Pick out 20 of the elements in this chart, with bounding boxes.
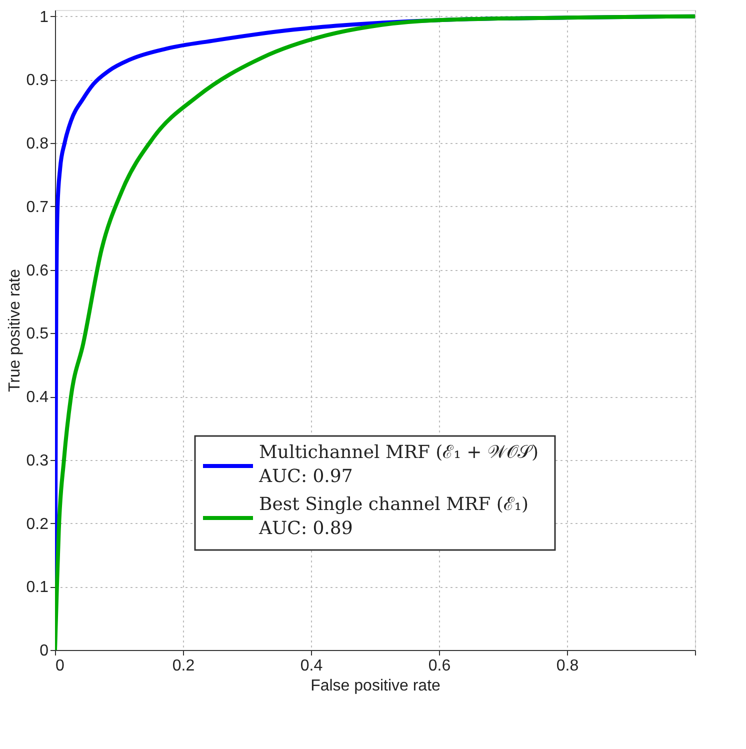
y-tick-label: 1 [40,8,49,26]
x-tick-label: 0 [56,658,64,674]
y-tick-label: 0.2 [26,516,49,533]
x-tick-label: 0.8 [556,658,579,674]
y-tick-label: 0.6 [26,262,49,280]
y-tick-label: 0.5 [26,326,49,343]
legend-label: Best Single channel MRF (ℰ₁) AUC: 0.89 [258,494,529,539]
y-tick-label: 0.3 [26,452,49,470]
x-axis-title: False positive rate [310,678,441,694]
y-tick-label: 0.7 [26,198,49,216]
legend-label: Multichannel MRF (ℰ₁ + 𝒲𝒪𝒮) AUC: 0.97 [258,442,538,487]
y-tick-label: 0 [40,642,49,660]
y-tick-label: 0.4 [26,389,49,406]
y-axis-title: True positive rate [6,268,24,392]
x-tick-label: 0.2 [172,658,195,674]
y-tick-label: 0.1 [26,579,49,596]
x-tick-label: 0.4 [300,658,323,674]
y-tick-label: 0.9 [26,72,49,90]
x-tick-label: 0.6 [428,658,451,674]
y-tick-label: 0.8 [26,136,49,153]
